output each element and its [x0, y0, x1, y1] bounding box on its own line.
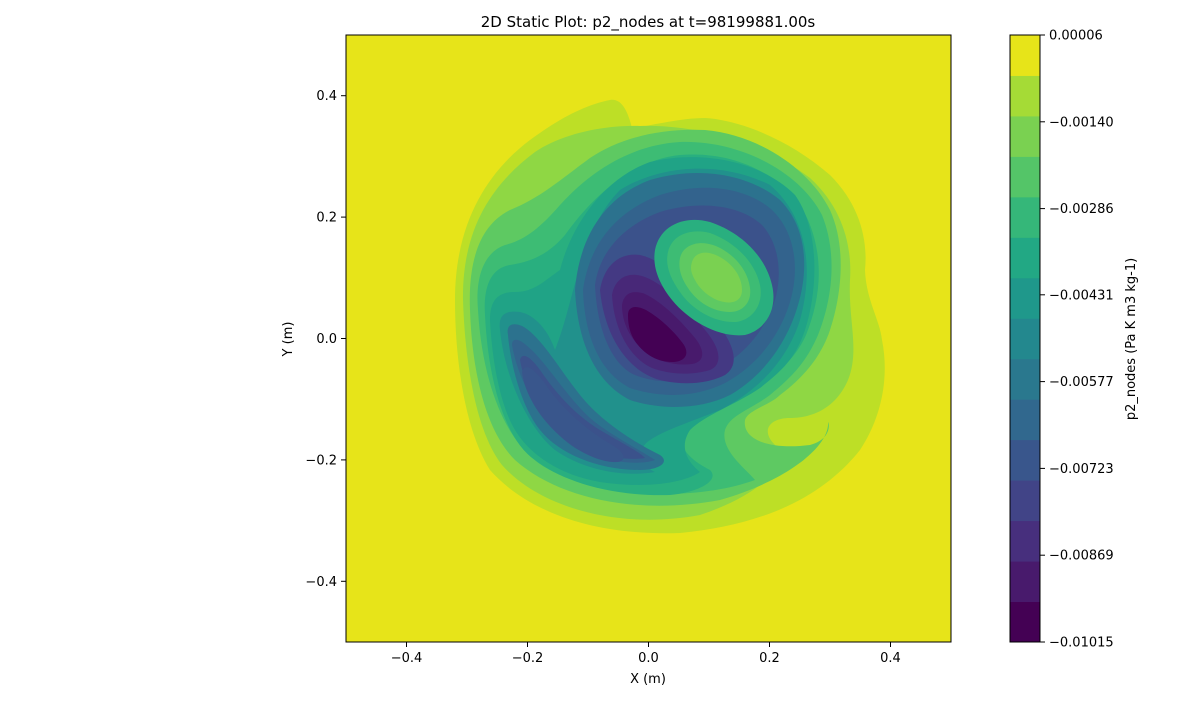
colorbar-band — [1010, 75, 1040, 117]
y-tick-label: −0.4 — [305, 575, 337, 590]
colorbar-frame — [1009, 34, 1041, 643]
chart-title: 2D Static Plot: p2_nodes at t=98199881.0… — [481, 13, 816, 32]
colorbar-tick-label: −0.00723 — [1049, 462, 1114, 477]
colorbar-band — [1010, 399, 1040, 441]
colorbar-tick-label: −0.01015 — [1049, 636, 1114, 651]
colorbar-band — [1010, 601, 1040, 643]
contour-band-14 — [628, 307, 687, 362]
colorbar-band — [1010, 115, 1040, 157]
colorbar-band — [1010, 561, 1040, 603]
plot-area: −0.4 −0.2 0.0 0.2 0.4 0.4 0.2 0.0 −0.2 −0.4 X (m… — [281, 34, 952, 687]
colorbar-band — [1010, 277, 1040, 319]
x-tick-label: 0.0 — [638, 651, 659, 666]
colorbar-label: p2_nodes (Pa K m3 kg-1) — [1124, 258, 1139, 420]
x-axis-label: X (m) — [630, 672, 666, 687]
contour-eye-4 — [691, 252, 742, 303]
y-tick-label: 0.0 — [316, 332, 337, 347]
x-axis: −0.4 −0.2 0.0 0.2 0.4 — [391, 642, 901, 666]
y-tick-label: 0.2 — [316, 211, 337, 226]
colorbar-tick-label: −0.00140 — [1049, 115, 1114, 130]
x-tick-label: 0.4 — [880, 651, 901, 666]
colorbar-band — [1010, 35, 1040, 76]
colorbar-tick-label: −0.00286 — [1049, 202, 1114, 217]
colorbar-band — [1010, 439, 1040, 481]
x-tick-label: −0.4 — [391, 651, 423, 666]
y-axis-label: Y (m) — [281, 322, 296, 358]
contour-fill — [455, 99, 885, 534]
colorbar-tick-label: −0.00869 — [1049, 549, 1114, 564]
colorbar-tick-label: −0.00431 — [1049, 288, 1114, 303]
x-tick-label: −0.2 — [512, 651, 544, 666]
y-tick-label: −0.2 — [305, 453, 337, 468]
colorbar-band — [1010, 318, 1040, 360]
contour-lobe-1 — [522, 367, 624, 463]
colorbar-band — [1010, 358, 1040, 400]
colorbar-bands — [1010, 35, 1040, 643]
colorbar-band — [1010, 196, 1040, 238]
colorbar: 0.00006 −0.00140 −0.00286 −0.00431 −0.00577 −… — [1009, 29, 1139, 651]
colorbar-band — [1010, 237, 1040, 279]
colorbar-tick-label: −0.00577 — [1049, 375, 1114, 390]
y-axis: 0.4 0.2 0.0 −0.2 −0.4 — [305, 89, 346, 590]
colorbar-ticks: 0.00006 −0.00140 −0.00286 −0.00431 −0.00577 −… — [1040, 29, 1114, 651]
colorbar-band — [1010, 520, 1040, 562]
colorbar-tick-label: 0.00006 — [1049, 29, 1103, 44]
x-tick-label: 0.2 — [759, 651, 780, 666]
colorbar-band — [1010, 156, 1040, 198]
colorbar-band — [1010, 480, 1040, 522]
y-tick-label: 0.4 — [316, 89, 337, 104]
